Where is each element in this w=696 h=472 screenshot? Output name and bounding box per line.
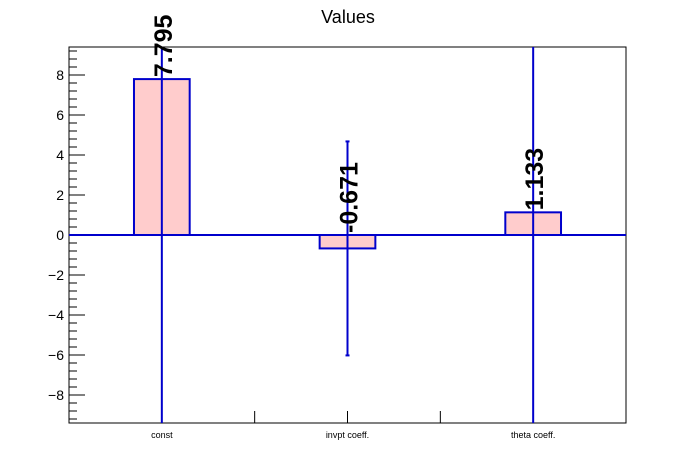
y-axis: −8 −6 −4 −2 0 2 4 6 8: [48, 50, 85, 420]
value-label: -0.671: [336, 162, 364, 233]
x-axis-labels: const invpt coeff. theta coeff.: [151, 430, 555, 440]
y-tick-label: 0: [56, 227, 64, 243]
chart-title: Values: [321, 7, 375, 27]
y-tick-label: −6: [48, 347, 64, 363]
y-tick-label: 2: [56, 187, 64, 203]
y-tick-label: −8: [48, 387, 64, 403]
value-label: 1.133: [521, 148, 549, 211]
value-label: 7.795: [150, 14, 178, 77]
x-category-label: invpt coeff.: [326, 430, 369, 440]
y-tick-label: 6: [56, 107, 64, 123]
x-category-label: const: [151, 430, 173, 440]
value-labels: 7.795 -0.671 1.133: [150, 14, 549, 233]
error-bars: [160, 47, 535, 423]
y-tick-label: 4: [56, 147, 64, 163]
y-tick-label: −2: [48, 267, 64, 283]
x-category-label: theta coeff.: [511, 430, 555, 440]
y-tick-label: −4: [48, 307, 64, 323]
y-tick-label: 8: [56, 67, 64, 83]
